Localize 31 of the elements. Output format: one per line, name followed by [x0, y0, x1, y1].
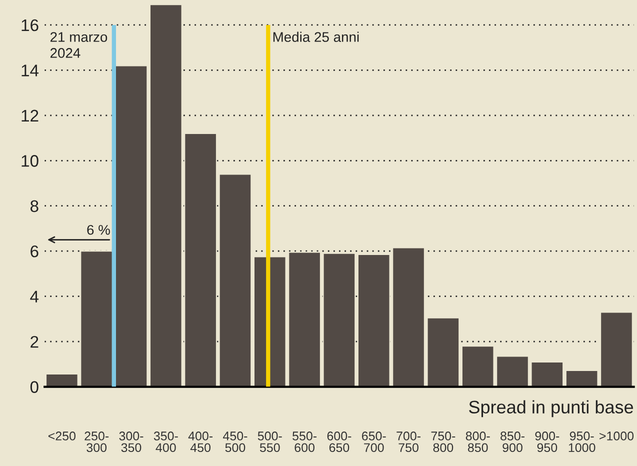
x-tick-label: 300- 350 — [119, 432, 144, 452]
annotation: 6 % — [87, 224, 110, 235]
x-tick-label: 550- 600 — [292, 432, 316, 452]
x-tick-label: <250 — [48, 432, 76, 440]
y-tick-label: 16 — [22, 19, 38, 32]
x-tick-label: 900- 950 — [535, 432, 560, 452]
y-tick-label: 0 — [30, 381, 38, 393]
y-tick-label: 10 — [22, 155, 38, 167]
y-tick-label: 4 — [30, 290, 39, 302]
x-tick-label: 750- 800 — [431, 432, 456, 452]
x-tick-label: 650- 700 — [362, 432, 386, 452]
x-tick-label: 600- 650 — [327, 432, 352, 452]
x-tick-label: 450- 500 — [223, 432, 248, 452]
x-tick-label: 350- 400 — [154, 432, 178, 452]
x-tick-label: 950- 1000 — [568, 432, 596, 452]
x-tick-label: 700- 750 — [396, 432, 420, 452]
bar — [114, 65, 148, 387]
x-tick-label: 500- 550 — [258, 432, 282, 452]
x-tick-label: 250- 300 — [84, 432, 109, 452]
x-axis-title: Spread in punti base — [469, 400, 634, 418]
y-tick-label: 8 — [30, 200, 38, 212]
ref-line-label: Media 25 anni — [273, 32, 359, 42]
x-tick-label: 850- 900 — [500, 432, 524, 452]
y-tick-label: 2 — [30, 336, 38, 348]
ref-line-label: 21 marzo 2024 — [50, 32, 108, 58]
x-tick-label: 400- 450 — [188, 432, 213, 452]
y-tick-label: 14 — [22, 64, 39, 76]
x-tick-label: >1000 — [600, 432, 634, 440]
x-tick-label: 800- 850 — [466, 432, 490, 452]
y-tick-label: 12 — [22, 110, 38, 122]
y-tick-label: 6 — [30, 245, 38, 258]
